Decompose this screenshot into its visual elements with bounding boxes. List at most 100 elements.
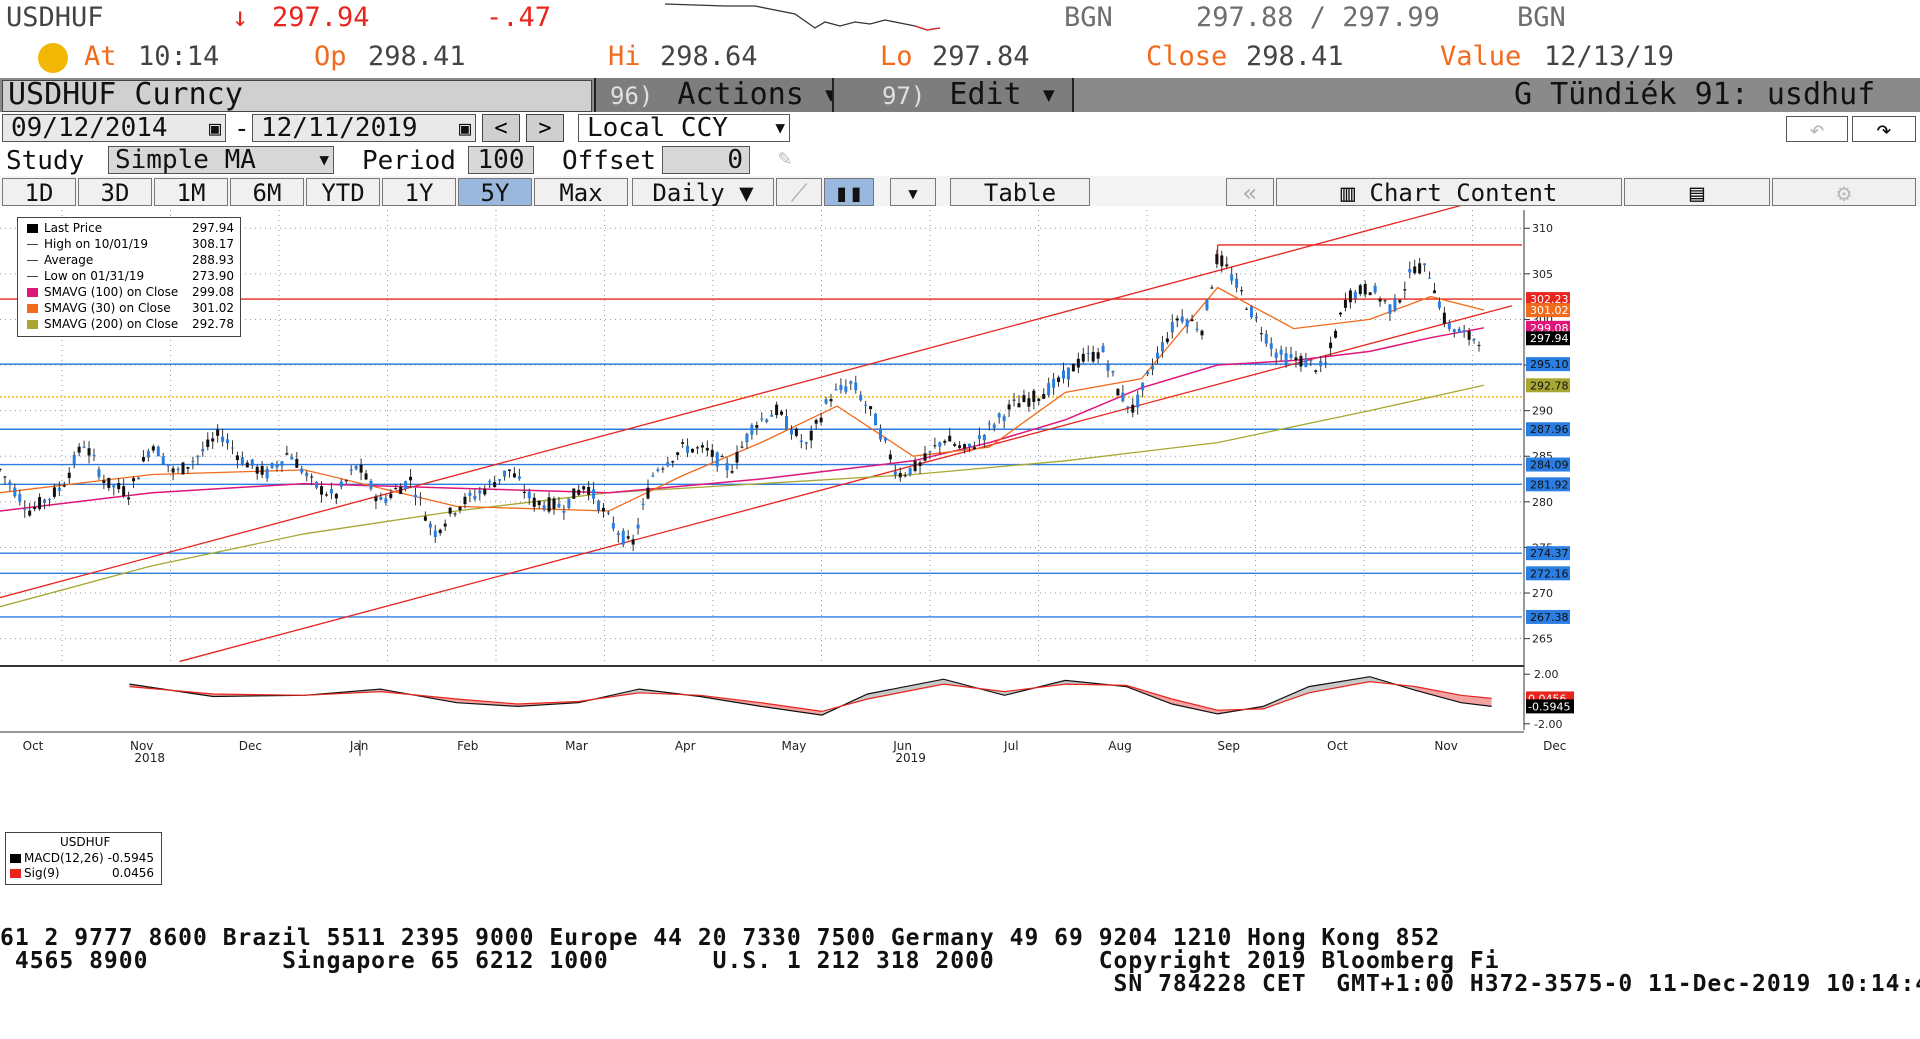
candle-body xyxy=(567,498,571,508)
redo-button[interactable]: ↷ xyxy=(1852,116,1916,143)
price-marker-label: 267.38 xyxy=(1530,611,1569,624)
candle-body xyxy=(1235,278,1239,288)
candle-body xyxy=(1319,361,1323,367)
candle-body xyxy=(1210,287,1214,289)
offset-input[interactable]: 0 xyxy=(662,146,750,174)
annotation-icon[interactable]: ▤ xyxy=(1624,178,1770,207)
candle-body xyxy=(82,446,86,448)
price-chart[interactable]: 265270275280285290295300305310302.23301.… xyxy=(0,206,1920,916)
candle-body xyxy=(804,442,808,444)
candle-body xyxy=(1353,291,1357,299)
macd-legend-item: MACD(12,26) -0.5945 xyxy=(10,851,156,866)
tab-ytd[interactable]: YTD xyxy=(306,178,380,207)
candle-body xyxy=(997,413,1001,418)
calendar-icon[interactable]: ▣ xyxy=(208,116,221,140)
candle-body xyxy=(819,417,823,423)
candle-body xyxy=(493,481,497,488)
candle-body xyxy=(379,496,383,500)
study-select[interactable]: Simple MA ▼ xyxy=(108,146,334,174)
candle-body xyxy=(1432,290,1436,294)
candle-body xyxy=(339,481,343,487)
candle-body xyxy=(789,430,793,435)
currency-select[interactable]: Local CCY ▼ xyxy=(578,114,790,142)
candle-body xyxy=(1057,377,1061,382)
candle-body xyxy=(1091,351,1095,362)
legend-swatch xyxy=(27,304,38,313)
candle-body xyxy=(1269,343,1273,349)
y-tick-label: 290 xyxy=(1532,405,1553,418)
gear-icon[interactable]: ⚙ xyxy=(1772,178,1916,207)
prev-range-button[interactable]: < xyxy=(482,114,520,142)
candle-body xyxy=(384,498,388,503)
legend-name: Low on 01/31/19 xyxy=(44,269,145,283)
end-date-input[interactable]: 12/11/2019 ▣ xyxy=(252,114,476,142)
candle-chart-icon[interactable]: ▮▮ xyxy=(824,178,874,207)
legend-item: High on 10/01/19 308.17 xyxy=(22,237,236,252)
candle-body xyxy=(918,462,922,467)
open-label: Op xyxy=(314,41,347,72)
candle-body xyxy=(201,448,205,452)
macd-fill xyxy=(867,679,944,699)
calendar-icon[interactable]: ▣ xyxy=(458,116,471,140)
candle-body xyxy=(324,494,328,496)
tab-1d[interactable]: 1D xyxy=(2,178,76,207)
start-date-input[interactable]: 09/12/2014 ▣ xyxy=(2,114,226,142)
back-button[interactable]: « xyxy=(1226,178,1274,207)
chart-content-button[interactable]: ▥ Chart Content xyxy=(1276,178,1622,207)
candle-body xyxy=(775,404,779,416)
candle-body xyxy=(1309,359,1313,361)
price-marker-label: 295.10 xyxy=(1530,358,1569,371)
candle-body xyxy=(1151,365,1155,370)
candle-body xyxy=(1314,370,1318,372)
candle-body xyxy=(72,454,76,465)
tab-5y[interactable]: 5Y xyxy=(458,178,532,207)
period-input[interactable]: 100 xyxy=(468,146,534,174)
tab-6m[interactable]: 6M xyxy=(230,178,304,207)
actions-menu[interactable]: 96) Actions ▾ xyxy=(594,78,840,112)
macd-legend-item: Sig(9) 0.0456 xyxy=(10,866,156,881)
legend-name: SMAVG (30) on Close xyxy=(44,301,171,315)
candle-body xyxy=(968,443,972,448)
candle-body xyxy=(1076,358,1080,368)
table-button[interactable]: Table xyxy=(950,178,1090,207)
candle-body xyxy=(522,491,526,494)
candle-body xyxy=(1220,255,1224,267)
candle-body xyxy=(686,445,690,453)
macd-marker-box xyxy=(1526,699,1574,714)
price-marker-label: 292.78 xyxy=(1530,379,1569,392)
candle-body xyxy=(186,467,190,469)
candle-body xyxy=(166,465,170,467)
price-marker-box xyxy=(1526,609,1570,624)
tab-3d[interactable]: 3D xyxy=(78,178,152,207)
candle-body xyxy=(1017,403,1021,408)
undo-button[interactable]: ↶ xyxy=(1786,116,1848,143)
candle-body xyxy=(651,475,655,477)
security-field[interactable] xyxy=(2,80,592,112)
actions-label: Actions ▾ xyxy=(677,77,840,112)
candle-body xyxy=(265,468,269,479)
candle-body xyxy=(1294,357,1298,361)
candle-body xyxy=(43,499,47,503)
candle-body xyxy=(423,516,427,521)
candle-body xyxy=(547,497,551,512)
candle-body xyxy=(814,419,818,424)
candle-body xyxy=(394,488,398,490)
tab-1m[interactable]: 1M xyxy=(154,178,228,207)
candle-body xyxy=(260,466,264,475)
candle-body xyxy=(1249,306,1253,318)
chart-type-dropdown[interactable]: ▾ xyxy=(890,178,936,207)
next-range-button[interactable]: > xyxy=(526,114,564,142)
candle-body xyxy=(1467,331,1471,340)
frequency-select[interactable]: Daily ▼ xyxy=(632,178,774,207)
footer-contacts-line2: 4565 8900 Singapore 65 6212 1000 U.S. 1 … xyxy=(0,948,1500,974)
pencil-icon[interactable]: ✎ xyxy=(778,146,792,171)
price-marker-box xyxy=(1526,357,1570,372)
legend-value: -0.5945 xyxy=(107,851,154,865)
tab-max[interactable]: Max xyxy=(534,178,628,207)
edit-menu[interactable]: 97) Edit ▾ xyxy=(832,78,1074,112)
candle-body xyxy=(1279,349,1283,355)
candle-body xyxy=(230,447,234,449)
tab-1y[interactable]: 1Y xyxy=(382,178,456,207)
candle-body xyxy=(285,453,289,455)
line-chart-icon[interactable]: ⟋ xyxy=(776,178,822,207)
